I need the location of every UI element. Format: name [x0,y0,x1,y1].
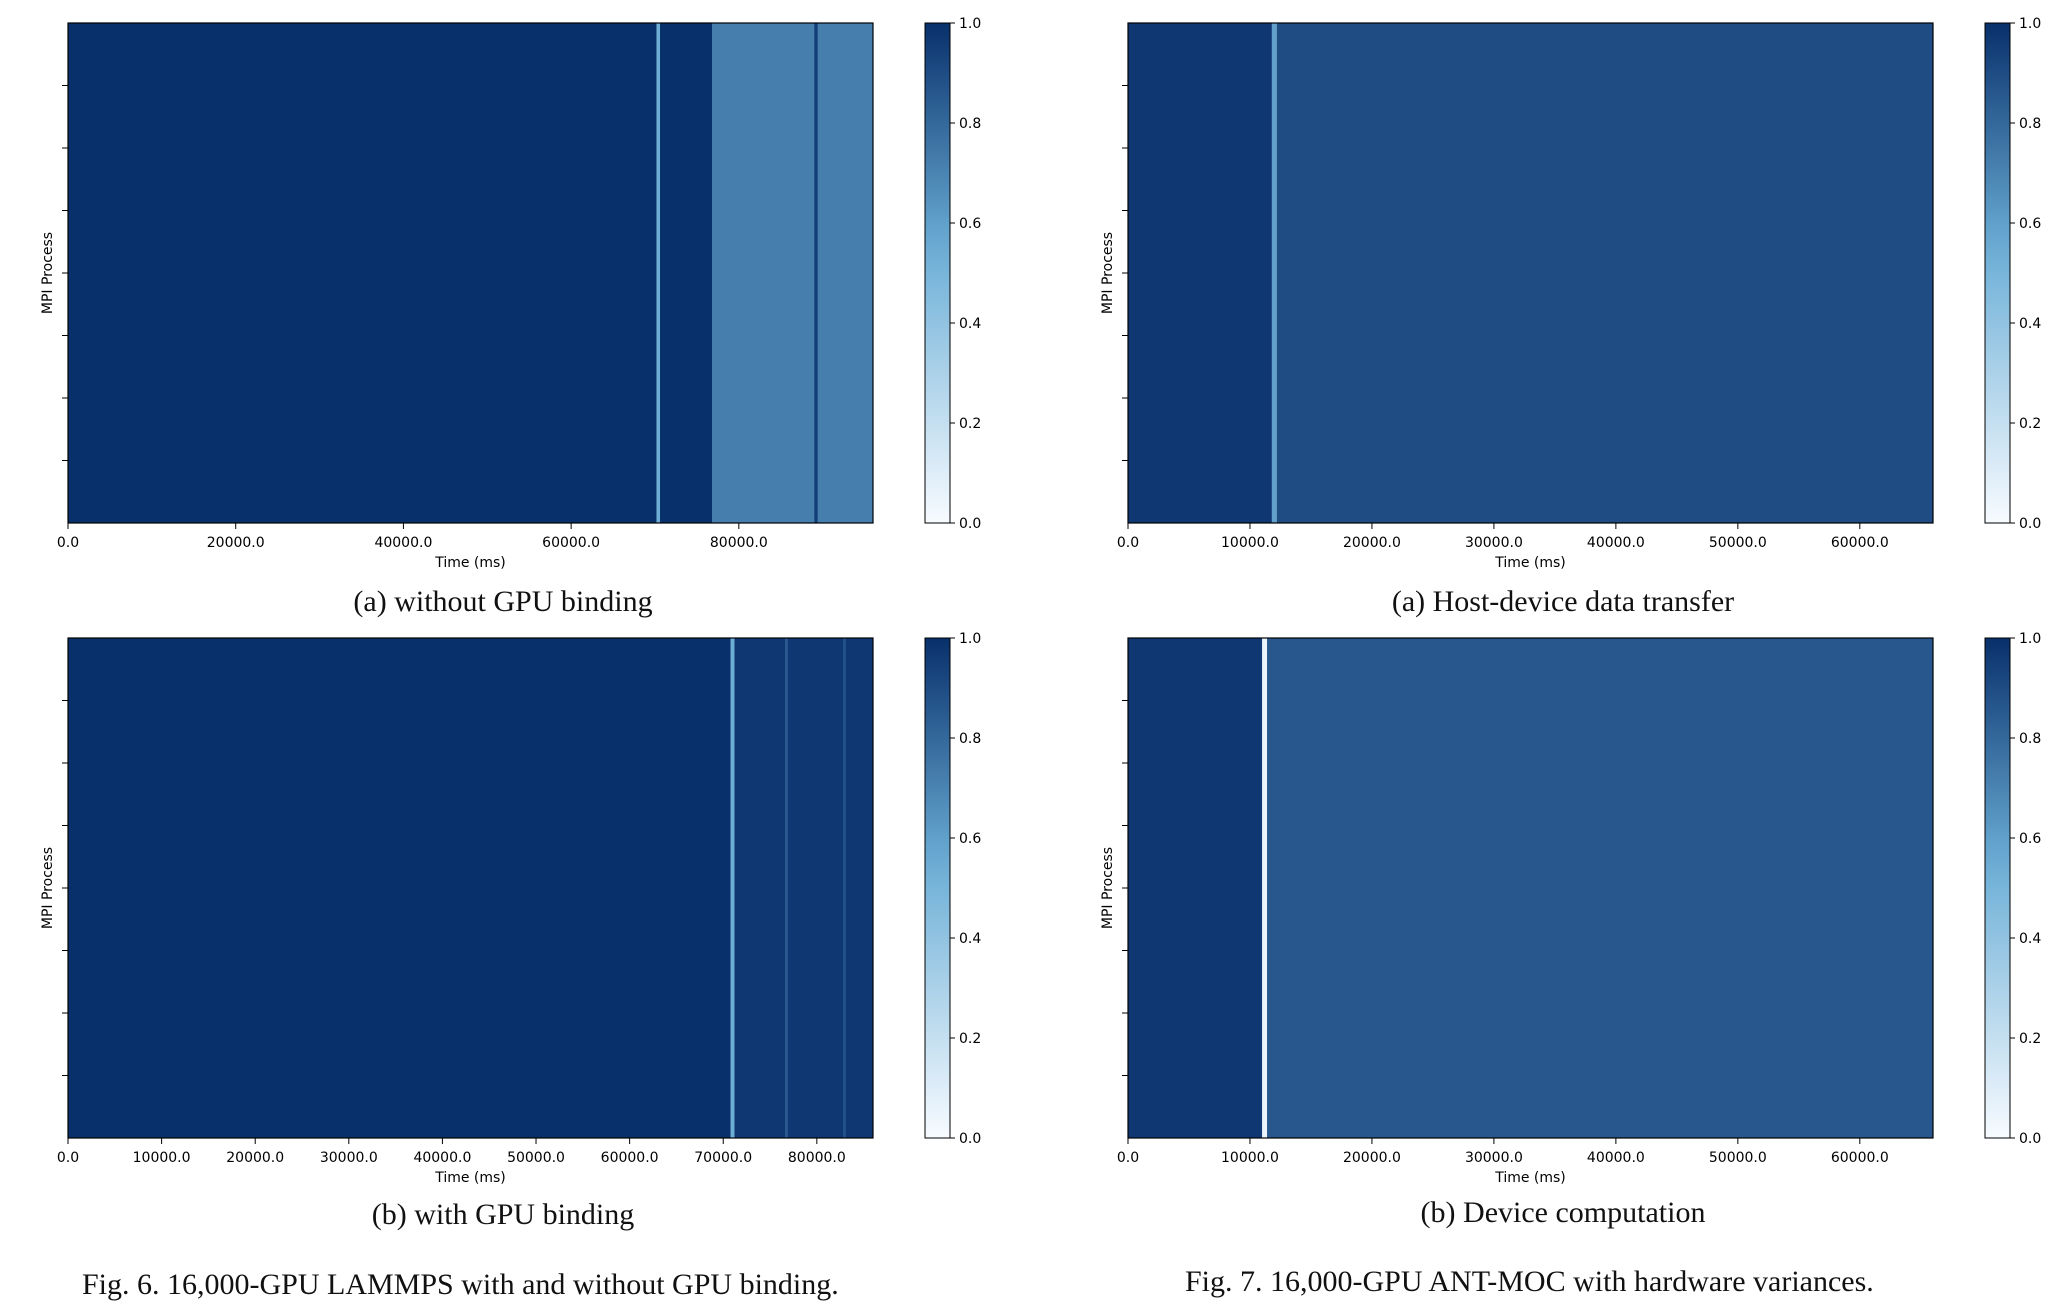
x-tick-label: 50000.0 [1709,1150,1767,1166]
x-tick-label: 60000.0 [1831,535,1889,551]
x-tick-label: 40000.0 [1587,535,1645,551]
subcaption: (b) with GPU binding [371,1198,635,1231]
colorbar-tick-label: 1.0 [959,16,981,32]
heat-region [656,23,661,523]
heatmap-panel-fig7a: 0.0 10000.0 20000.0 30000.0 40000.0 50000.0 60… [1080,10,2063,571]
x-tick-label: 80000.0 [788,1150,846,1166]
heatmap-panel-fig6a: 0.0 20000.0 40000.0 60000.0 80000.0 Time (ms)… [20,10,1020,571]
colorbar-tick-label: 0.8 [2019,731,2041,747]
x-tick-label: 30000.0 [320,1150,378,1166]
x-tick-label: 0.0 [1117,535,1139,551]
heat-region [1271,23,1277,523]
heat-region [1128,23,1272,523]
x-tick-label: 40000.0 [413,1150,471,1166]
colorbar-tick-label: 0.8 [959,731,981,747]
x-axis-label: Time (ms) [434,1170,506,1186]
x-tick-label: 10000.0 [1221,535,1279,551]
heat-region [730,638,735,1138]
x-tick-label: 30000.0 [1465,535,1523,551]
colorbar-tick-label: 0.8 [2019,116,2041,132]
colorbar-tick-label: 0.6 [959,831,981,847]
x-axis-label: Time (ms) [434,555,506,571]
heatmap-svg: 0.0 10000.0 20000.0 30000.0 40000.0 50000.0 60… [40,631,981,1186]
x-tick-label: 0.0 [57,1150,79,1166]
x-tick-label: 20000.0 [1343,535,1401,551]
colorbar-tick-label: 0.0 [959,1131,981,1147]
x-tick-label: 80000.0 [710,535,768,551]
x-tick-label: 60000.0 [1831,1150,1889,1166]
x-tick-label: 30000.0 [1465,1150,1523,1166]
heat-region [1128,638,1263,1138]
heatmap-svg: 0.0 20000.0 40000.0 60000.0 80000.0 Time (ms)… [40,16,981,571]
colorbar [1984,22,2011,524]
subcaption: (b) Device computation [1420,1196,1706,1229]
x-tick-label: 20000.0 [226,1150,284,1166]
x-tick-label: 50000.0 [1709,535,1767,551]
heat-region [660,23,712,523]
x-tick-label: 10000.0 [1221,1150,1279,1166]
colorbar-tick-label: 0.8 [959,116,981,132]
figure-caption: Fig. 6. 16,000-GPU LAMMPS with and witho… [82,1268,839,1301]
colorbar [1984,637,2011,1139]
colorbar-tick-label: 0.4 [959,316,981,332]
heat-region [68,638,731,1138]
y-axis-label: MPI Process [1100,232,1116,314]
x-tick-label: 70000.0 [694,1150,752,1166]
colorbar-tick-label: 1.0 [2019,631,2041,647]
subcaption: (a) Host-device data transfer [1391,585,1735,618]
colorbar-tick-label: 1.0 [2019,16,2041,32]
x-axis-label: Time (ms) [1494,1170,1566,1186]
colorbar-tick-label: 0.4 [2019,931,2041,947]
figure-caption: Fig. 7. 16,000-GPU ANT-MOC with hardware… [1185,1265,1874,1298]
subcaption: (a) without GPU binding [353,585,653,618]
x-tick-label: 20000.0 [1343,1150,1401,1166]
y-axis-label: MPI Process [40,847,56,929]
colorbar-tick-label: 0.6 [2019,831,2041,847]
heat-region [1267,638,1933,1138]
heat-region [1276,23,1933,523]
x-tick-label: 10000.0 [133,1150,191,1166]
x-tick-label: 50000.0 [507,1150,565,1166]
colorbar-tick-label: 0.2 [959,1031,981,1047]
colorbar-tick-label: 0.2 [2019,416,2041,432]
x-tick-label: 0.0 [1117,1150,1139,1166]
x-tick-label: 40000.0 [374,535,432,551]
colorbar-tick-label: 0.0 [959,516,981,532]
heat-region [1262,638,1268,1138]
colorbar [924,22,951,524]
x-tick-label: 20000.0 [207,535,265,551]
heat-region [734,638,873,1138]
x-tick-label: 60000.0 [542,535,600,551]
colorbar-tick-label: 0.4 [959,931,981,947]
x-tick-label: 40000.0 [1587,1150,1645,1166]
heat-region [68,23,657,523]
y-axis-label: MPI Process [1100,847,1116,929]
colorbar-tick-label: 0.2 [2019,1031,2041,1047]
colorbar-tick-label: 0.2 [959,416,981,432]
colorbar-tick-label: 0.6 [959,216,981,232]
heatmap-svg: 0.0 10000.0 20000.0 30000.0 40000.0 50000.0 60… [1100,16,2041,571]
heatmap-panel-fig7b: 0.0 10000.0 20000.0 30000.0 40000.0 50000.0 60… [1080,625,2063,1186]
x-tick-label: 0.0 [57,535,79,551]
x-tick-label: 60000.0 [601,1150,659,1166]
heat-region [843,638,846,1138]
y-axis-label: MPI Process [40,232,56,314]
colorbar [924,637,951,1139]
x-axis-label: Time (ms) [1494,555,1566,571]
heatmap-svg: 0.0 10000.0 20000.0 30000.0 40000.0 50000.0 60… [1100,631,2041,1186]
colorbar-tick-label: 0.4 [2019,316,2041,332]
colorbar-tick-label: 0.6 [2019,216,2041,232]
colorbar-tick-label: 0.0 [2019,516,2041,532]
colorbar-tick-label: 0.0 [2019,1131,2041,1147]
colorbar-tick-label: 1.0 [959,631,981,647]
heatmap-panel-fig6b: 0.0 10000.0 20000.0 30000.0 40000.0 50000.0 60… [20,625,1020,1186]
heat-region [712,23,873,523]
heat-region [814,23,818,523]
heat-region [785,638,788,1138]
